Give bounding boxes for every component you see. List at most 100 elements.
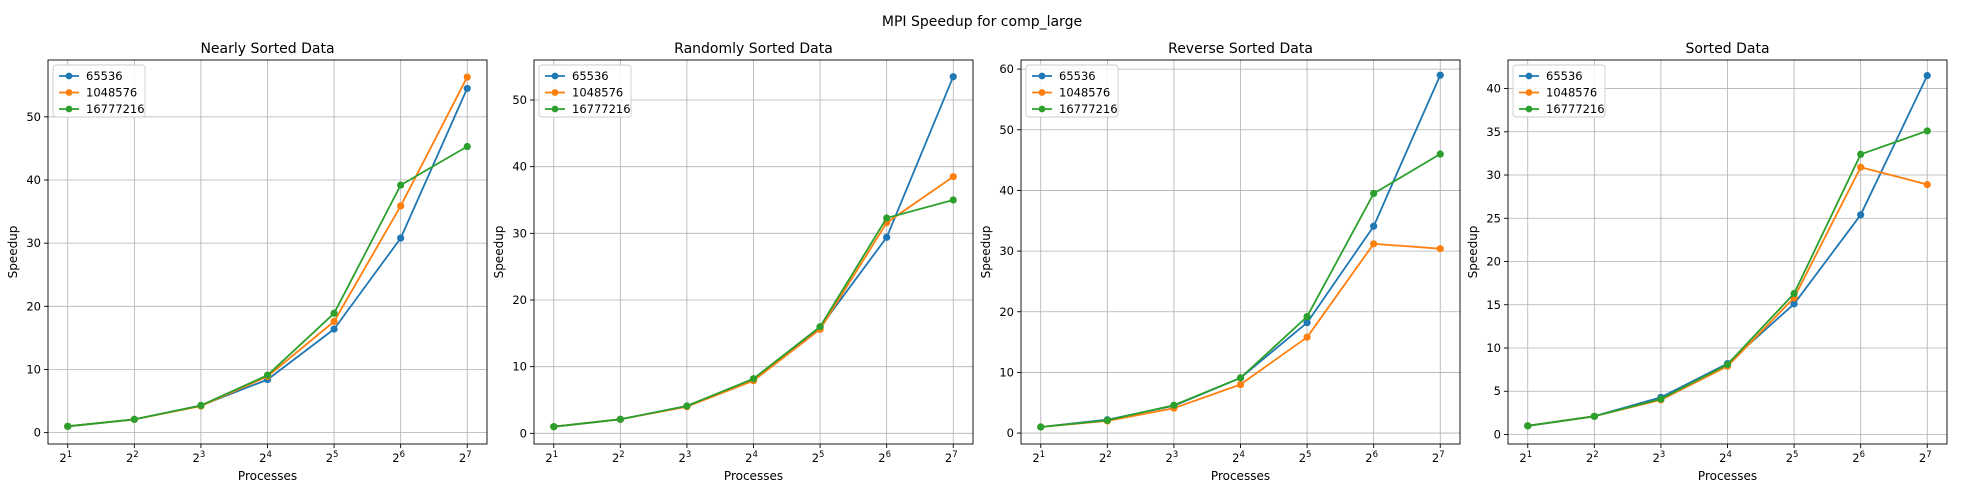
legend-label: 65536 xyxy=(572,69,609,83)
y-tick-label: 30 xyxy=(1486,168,1501,182)
x-tick-label: 27 xyxy=(1432,450,1445,465)
data-point-16777216 xyxy=(550,423,558,431)
data-point-16777216 xyxy=(64,422,72,430)
y-tick-label: 0 xyxy=(34,426,41,440)
data-point-1048576 xyxy=(1370,240,1378,248)
data-point-65536 xyxy=(330,325,338,333)
x-tick-label: 27 xyxy=(459,450,472,465)
x-tick-label: 27 xyxy=(945,450,958,465)
data-point-1048576 xyxy=(1923,180,1931,189)
data-point-16777216 xyxy=(1857,150,1865,158)
data-point-65536 xyxy=(1370,222,1378,230)
legend-marker xyxy=(65,105,73,113)
legend-marker xyxy=(1525,72,1533,80)
y-tick-label: 30 xyxy=(999,244,1014,258)
data-point-16777216 xyxy=(749,375,758,383)
x-tick-label: 24 xyxy=(745,450,758,465)
legend-marker xyxy=(65,89,73,96)
y-tick-label: 5 xyxy=(1494,384,1501,398)
x-tick-label: 22 xyxy=(1586,450,1599,465)
y-tick-label: 10 xyxy=(26,362,41,376)
y-tick-label: 20 xyxy=(1486,255,1501,269)
x-tick-label: 22 xyxy=(1099,450,1112,465)
x-tick-label: 26 xyxy=(1365,450,1378,465)
y-tick-label: 10 xyxy=(512,360,527,374)
data-point-1048576 xyxy=(463,73,471,81)
y-axis-label: Speedup xyxy=(1466,226,1480,279)
legend-label: 16777216 xyxy=(1546,102,1605,116)
y-tick-label: 30 xyxy=(512,226,527,240)
data-point-16777216 xyxy=(263,371,272,379)
data-point-65536 xyxy=(883,233,891,241)
x-tick-label: 21 xyxy=(59,450,72,465)
x-tick-label: 22 xyxy=(612,450,625,465)
legend-box xyxy=(1025,64,1119,118)
y-tick-label: 20 xyxy=(999,305,1014,319)
x-tick-label: 26 xyxy=(1852,450,1865,465)
x-tick-label: 24 xyxy=(1232,450,1245,465)
figure-title: MPI Speedup for comp_large xyxy=(881,14,1083,30)
data-point-16777216 xyxy=(1303,313,1311,321)
legend-label: 65536 xyxy=(86,69,123,83)
legend-marker xyxy=(1525,105,1533,113)
y-tick-label: 25 xyxy=(1486,211,1501,225)
legend-label: 65536 xyxy=(1059,69,1096,83)
y-tick-label: 10 xyxy=(1486,341,1501,355)
y-tick-label: 0 xyxy=(520,426,527,440)
data-point-1048576 xyxy=(1303,333,1311,341)
y-tick-label: 40 xyxy=(1486,82,1501,96)
y-tick-label: 40 xyxy=(999,183,1014,197)
x-tick-label: 22 xyxy=(126,450,139,465)
data-point-1048576 xyxy=(1857,163,1865,171)
legend-marker xyxy=(551,72,559,80)
panel-title: Randomly Sorted Data xyxy=(674,41,833,57)
x-axis-label: Processes xyxy=(1211,469,1270,483)
y-tick-label: 20 xyxy=(26,299,41,313)
y-tick-label: 30 xyxy=(26,236,41,250)
x-tick-label: 23 xyxy=(1653,450,1666,465)
data-point-16777216 xyxy=(816,323,824,331)
data-point-16777216 xyxy=(1923,127,1931,135)
data-point-1048576 xyxy=(1436,245,1444,253)
data-point-65536 xyxy=(1790,300,1798,308)
data-point-65536 xyxy=(463,84,471,93)
x-tick-label: 26 xyxy=(392,450,405,465)
data-point-65536 xyxy=(397,234,405,242)
panel-title: Nearly Sorted Data xyxy=(200,41,334,57)
legend-label: 16777216 xyxy=(1059,102,1118,116)
y-tick-label: 0 xyxy=(1007,426,1014,440)
chart-panel-3: 0 10 20 30 40 50 60 21 22 23 24 25 26 27 Reverse Sorte… xyxy=(979,41,1461,483)
data-point-16777216 xyxy=(1037,423,1045,431)
chart-panel-1: 0 10 20 30 40 50 21 22 23 24 25 26 27 Nearly Sorted D… xyxy=(6,41,488,483)
legend-box xyxy=(52,64,146,118)
x-tick-label: 25 xyxy=(326,450,339,465)
data-point-16777216 xyxy=(1657,395,1665,403)
data-point-16777216 xyxy=(1370,189,1378,198)
legend-label: 1048576 xyxy=(572,86,623,100)
y-tick-label: 50 xyxy=(512,93,527,107)
legend-label: 1048576 xyxy=(86,86,137,100)
data-point-16777216 xyxy=(1723,360,1732,369)
y-axis-label: Speedup xyxy=(979,226,993,279)
data-point-65536 xyxy=(1303,319,1311,327)
x-axis-label: Processes xyxy=(238,469,297,483)
legend-marker xyxy=(1525,89,1533,96)
data-point-16777216 xyxy=(463,142,471,151)
data-point-16777216 xyxy=(397,181,405,189)
x-tick-label: 21 xyxy=(1032,450,1045,465)
x-axis-label: Processes xyxy=(1698,469,1757,483)
data-point-16777216 xyxy=(130,415,138,423)
data-point-16777216 xyxy=(949,196,957,204)
y-axis-label: Speedup xyxy=(6,226,20,279)
data-point-16777216 xyxy=(1236,374,1245,382)
y-tick-label: 40 xyxy=(512,160,527,174)
y-tick-label: 0 xyxy=(1494,427,1501,441)
data-point-65536 xyxy=(1436,71,1444,79)
data-point-1048576 xyxy=(330,317,338,326)
data-point-16777216 xyxy=(1103,416,1111,424)
x-tick-label: 23 xyxy=(679,450,692,465)
legend-marker xyxy=(1038,72,1046,80)
data-point-16777216 xyxy=(683,402,691,410)
data-point-16777216 xyxy=(1524,422,1532,430)
